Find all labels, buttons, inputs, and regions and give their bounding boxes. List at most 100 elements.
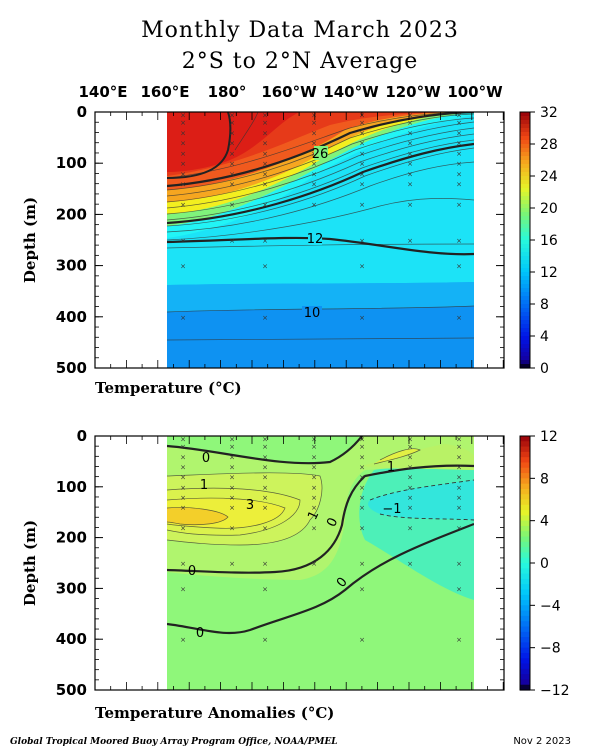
colorbar-step: [520, 112, 530, 117]
sample-mark: ×: [456, 636, 462, 644]
sample-mark: ×: [262, 129, 268, 137]
colorbar-step: [520, 316, 530, 321]
temp-contour-label-10: 10: [304, 306, 321, 321]
colorbar-step: [520, 504, 530, 511]
colorbar-step: [520, 132, 530, 137]
sample-mark: ×: [180, 585, 186, 593]
anom-contour-0-mid: [167, 464, 474, 574]
sample-mark: ×: [407, 494, 413, 502]
colorbar-step: [520, 220, 530, 225]
colorbar-step: [520, 240, 530, 245]
sample-mark: ×: [311, 524, 317, 532]
sample-mark: ×: [456, 150, 462, 158]
anom-contour-label-1a: 1: [200, 478, 208, 493]
sample-mark: ×: [262, 436, 268, 444]
depth-tick-label: 200: [56, 205, 87, 223]
sample-mark: ×: [262, 474, 268, 482]
sample-mark: ×: [229, 443, 235, 451]
sample-mark: ×: [229, 150, 235, 158]
colorbar-step: [520, 642, 530, 649]
colorbar-step: [520, 332, 530, 337]
sample-mark: ×: [229, 140, 235, 148]
colorbar-step: [520, 652, 530, 659]
sample-mark: ×: [407, 129, 413, 137]
sample-mark: ×: [311, 201, 317, 209]
colorbar-step: [520, 536, 530, 543]
temp-band-11: [167, 282, 474, 312]
colorbar-tick-label: 16: [540, 233, 558, 249]
sample-mark: ×: [229, 129, 235, 137]
footer-credit: Global Tropical Moored Buoy Array Progra…: [10, 737, 338, 747]
sample-mark: ×: [229, 484, 235, 492]
colorbar-tick-label: 12: [540, 265, 558, 281]
sample-mark: ×: [262, 463, 268, 471]
colorbar-step: [520, 352, 530, 357]
colorbar-step: [520, 605, 530, 612]
sample-mark: ×: [180, 150, 186, 158]
chart-subtitle: 2°S to 2°N Average: [182, 49, 419, 74]
sample-mark: ×: [180, 140, 186, 148]
sample-mark: ×: [311, 560, 317, 568]
colorbar-step: [520, 192, 530, 197]
anomaly-panel: × × × × × × × × × × × × × × × × × × × × × × × × × × × × × × × × × × × × × × × ×…: [56, 427, 505, 722]
colorbar-tick-label: −12: [540, 683, 570, 699]
sample-mark: ×: [456, 463, 462, 471]
sample-mark: ×: [311, 443, 317, 451]
sample-mark: ×: [180, 237, 186, 245]
colorbar-tick-label: 4: [540, 514, 549, 530]
longitude-label: 160°W: [261, 83, 317, 101]
temp-contour-label-12: 12: [307, 232, 324, 247]
sample-mark: ×: [180, 263, 186, 271]
colorbar-step: [520, 144, 530, 149]
sample-mark: ×: [311, 484, 317, 492]
colorbar-step: [520, 547, 530, 554]
colorbar-step: [520, 292, 530, 297]
colorbar-step: [520, 679, 530, 686]
sample-mark: ×: [456, 453, 462, 461]
sample-mark: ×: [180, 494, 186, 502]
sample-mark: ×: [180, 560, 186, 568]
sample-mark: ×: [229, 160, 235, 168]
colorbar-step: [520, 348, 530, 353]
colorbar-step: [520, 320, 530, 325]
sample-mark: ×: [311, 140, 317, 148]
anomaly-colorbar: 12 8 4 0 −4 −8 −12: [519, 429, 570, 699]
sample-mark: ×: [359, 443, 365, 451]
colorbar-step: [520, 364, 530, 369]
sample-mark: ×: [262, 636, 268, 644]
colorbar-step: [520, 436, 530, 442]
colorbar-step: [520, 188, 530, 193]
sample-mark: ×: [311, 160, 317, 168]
sample-mark: ×: [229, 436, 235, 444]
colorbar-step: [520, 525, 530, 532]
temp-contour-30: [167, 112, 232, 179]
colorbar-step: [520, 360, 530, 365]
colorbar-tick-label: 0: [540, 556, 549, 572]
colorbar-step: [520, 184, 530, 189]
sample-mark: ×: [229, 494, 235, 502]
sample-mark: ×: [407, 237, 413, 245]
sample-mark: ×: [262, 160, 268, 168]
colorbar-step: [520, 300, 530, 305]
temp-contour-20: [167, 142, 474, 225]
sample-mark: ×: [456, 129, 462, 137]
colorbar-step: [520, 668, 530, 675]
sample-mark: ×: [456, 436, 462, 444]
temperature-panel-label: Temperature (°C): [95, 379, 242, 397]
sample-mark: ×: [229, 119, 235, 127]
sample-mark: ×: [311, 494, 317, 502]
anomaly-data-marks: × × × × × × × × × × × × × × × × × × × × × × × × × × × × × × × × × × × × × × × ×…: [180, 436, 462, 644]
colorbar-step: [520, 473, 530, 479]
depth-tick-label: 400: [56, 630, 87, 648]
sample-mark: ×: [359, 201, 365, 209]
colorbar-tick-label: 8: [540, 297, 549, 313]
colorbar-step: [520, 510, 530, 516]
colorbar-step: [520, 288, 530, 293]
sample-mark: ×: [407, 112, 413, 120]
sample-mark: ×: [456, 504, 462, 512]
sample-mark: ×: [262, 119, 268, 127]
sample-mark: ×: [407, 160, 413, 168]
colorbar-tick-label: 20: [540, 201, 558, 217]
